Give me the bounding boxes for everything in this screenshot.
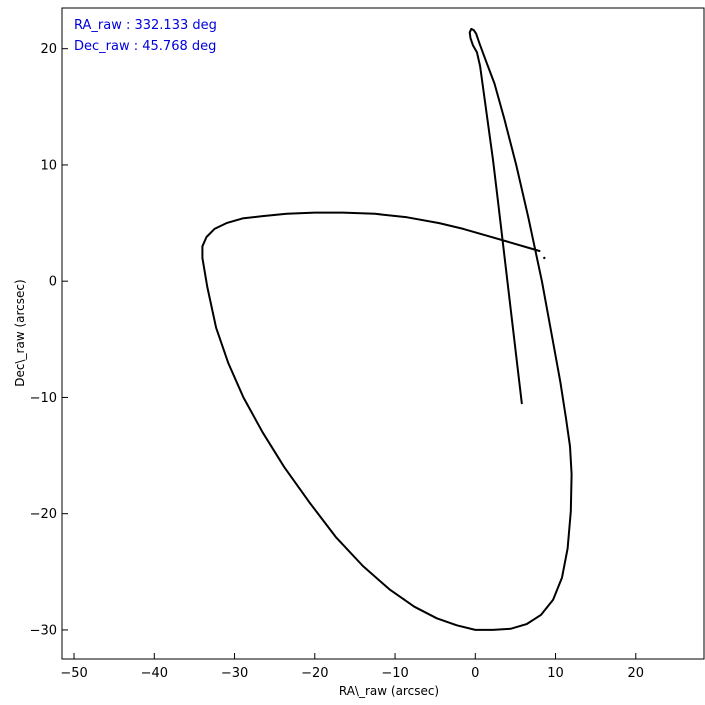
- extra-point-0: [543, 256, 546, 260]
- y-tick-label-2: −10: [30, 391, 57, 406]
- y-tick-label-1: −20: [30, 507, 57, 522]
- y-tick-label-3: 0: [49, 275, 57, 290]
- x-tick-label-6: 10: [547, 666, 564, 681]
- x-tick-label-0: −50: [60, 666, 87, 681]
- y-axis-ticks: −30 −20 −10 0 10 20: [30, 42, 68, 638]
- y-tick-label-4: 10: [40, 158, 57, 173]
- x-tick-label-7: 20: [628, 666, 645, 681]
- plot-frame: [61, 7, 705, 660]
- x-tick-label-5: 0: [471, 666, 479, 681]
- x-tick-label-2: −30: [221, 666, 248, 681]
- y-tick-label-0: −30: [30, 623, 57, 638]
- x-tick-label-4: −10: [381, 666, 408, 681]
- x-axis-ticks: −50 −40 −30 −20 −10 0 10 20: [60, 653, 644, 681]
- y-axis-label: Dec\_raw (arcsec): [13, 279, 27, 386]
- extra-points: [543, 256, 546, 260]
- x-tick-label-1: −40: [141, 666, 168, 681]
- x-axis-label: RA\_raw (arcsec): [339, 684, 439, 698]
- y-tick-label-5: 20: [40, 42, 57, 57]
- annotation-ra: RA_raw : 332.133 deg: [74, 18, 217, 33]
- x-tick-label-3: −20: [301, 666, 328, 681]
- annotation-dec: Dec_raw : 45.768 deg: [74, 39, 216, 54]
- series-line: [201, 27, 573, 631]
